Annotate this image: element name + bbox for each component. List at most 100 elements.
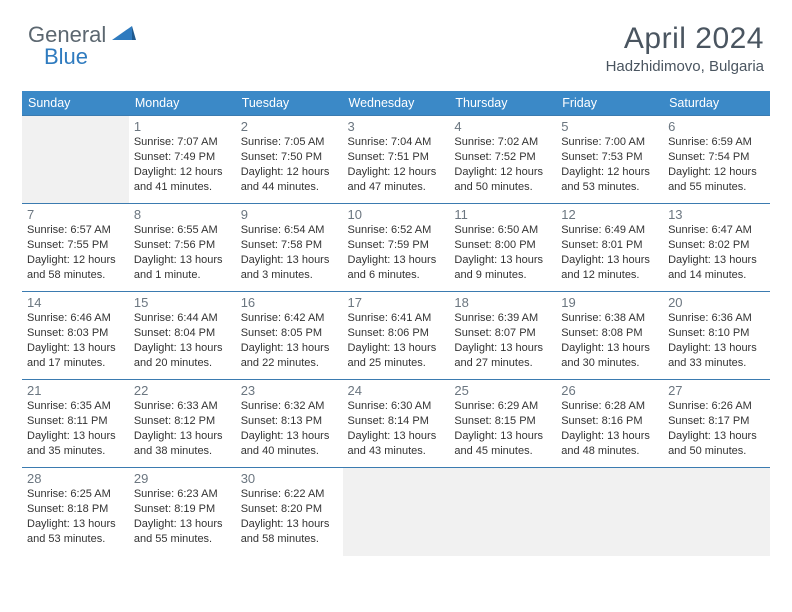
day-number: 23 <box>241 383 338 398</box>
calendar-body: 1Sunrise: 7:07 AMSunset: 7:49 PMDaylight… <box>22 116 770 556</box>
info-line: and 38 minutes. <box>134 444 231 459</box>
calendar-cell: 12Sunrise: 6:49 AMSunset: 8:01 PMDayligh… <box>556 204 663 292</box>
info-line: Daylight: 13 hours <box>241 253 338 268</box>
weekday-header: Thursday <box>449 91 556 116</box>
logo-text-2: Blue <box>44 44 88 70</box>
info-line: and 43 minutes. <box>348 444 445 459</box>
info-line: Sunset: 8:11 PM <box>27 414 124 429</box>
info-line: Sunrise: 6:59 AM <box>668 135 765 150</box>
day-info: Sunrise: 6:25 AMSunset: 8:18 PMDaylight:… <box>27 487 124 546</box>
calendar-cell: 28Sunrise: 6:25 AMSunset: 8:18 PMDayligh… <box>22 468 129 556</box>
day-number: 10 <box>348 207 445 222</box>
info-line: and 20 minutes. <box>134 356 231 371</box>
info-line: Daylight: 13 hours <box>454 253 551 268</box>
info-line: Daylight: 13 hours <box>348 429 445 444</box>
day-info: Sunrise: 6:54 AMSunset: 7:58 PMDaylight:… <box>241 223 338 282</box>
info-line: and 40 minutes. <box>241 444 338 459</box>
info-line: Sunrise: 6:35 AM <box>27 399 124 414</box>
day-info: Sunrise: 6:26 AMSunset: 8:17 PMDaylight:… <box>668 399 765 458</box>
day-number: 24 <box>348 383 445 398</box>
info-line: Daylight: 13 hours <box>454 429 551 444</box>
info-line: and 25 minutes. <box>348 356 445 371</box>
day-info: Sunrise: 6:52 AMSunset: 7:59 PMDaylight:… <box>348 223 445 282</box>
day-info: Sunrise: 6:57 AMSunset: 7:55 PMDaylight:… <box>27 223 124 282</box>
calendar-cell: 6Sunrise: 6:59 AMSunset: 7:54 PMDaylight… <box>663 116 770 204</box>
info-line: Sunrise: 6:29 AM <box>454 399 551 414</box>
info-line: and 41 minutes. <box>134 180 231 195</box>
info-line: Daylight: 12 hours <box>668 165 765 180</box>
calendar-cell: 3Sunrise: 7:04 AMSunset: 7:51 PMDaylight… <box>343 116 450 204</box>
info-line: Daylight: 12 hours <box>241 165 338 180</box>
info-line: and 58 minutes. <box>27 268 124 283</box>
info-line: Daylight: 13 hours <box>27 517 124 532</box>
calendar-cell: 4Sunrise: 7:02 AMSunset: 7:52 PMDaylight… <box>449 116 556 204</box>
day-info: Sunrise: 6:36 AMSunset: 8:10 PMDaylight:… <box>668 311 765 370</box>
info-line: and 33 minutes. <box>668 356 765 371</box>
calendar-cell: 17Sunrise: 6:41 AMSunset: 8:06 PMDayligh… <box>343 292 450 380</box>
day-number: 14 <box>27 295 124 310</box>
day-number: 4 <box>454 119 551 134</box>
weekday-header: Tuesday <box>236 91 343 116</box>
info-line: Sunrise: 6:54 AM <box>241 223 338 238</box>
calendar-cell: 20Sunrise: 6:36 AMSunset: 8:10 PMDayligh… <box>663 292 770 380</box>
location-label: Hadzhidimovo, Bulgaria <box>606 58 764 75</box>
day-info: Sunrise: 6:33 AMSunset: 8:12 PMDaylight:… <box>134 399 231 458</box>
info-line: Sunrise: 6:28 AM <box>561 399 658 414</box>
info-line: Daylight: 13 hours <box>348 253 445 268</box>
info-line: Sunrise: 6:55 AM <box>134 223 231 238</box>
info-line: and 48 minutes. <box>561 444 658 459</box>
calendar-cell: 9Sunrise: 6:54 AMSunset: 7:58 PMDaylight… <box>236 204 343 292</box>
info-line: and 50 minutes. <box>454 180 551 195</box>
day-info: Sunrise: 7:07 AMSunset: 7:49 PMDaylight:… <box>134 135 231 194</box>
calendar-row: 14Sunrise: 6:46 AMSunset: 8:03 PMDayligh… <box>22 292 770 380</box>
info-line: Sunrise: 7:04 AM <box>348 135 445 150</box>
info-line: Sunset: 7:51 PM <box>348 150 445 165</box>
day-number: 7 <box>27 207 124 222</box>
info-line: and 47 minutes. <box>348 180 445 195</box>
day-number: 2 <box>241 119 338 134</box>
calendar-cell <box>22 116 129 204</box>
info-line: Daylight: 12 hours <box>348 165 445 180</box>
calendar-cell <box>449 468 556 556</box>
info-line: Sunset: 8:16 PM <box>561 414 658 429</box>
day-info: Sunrise: 6:32 AMSunset: 8:13 PMDaylight:… <box>241 399 338 458</box>
info-line: Sunrise: 6:30 AM <box>348 399 445 414</box>
weekday-header: Friday <box>556 91 663 116</box>
info-line: Sunrise: 6:41 AM <box>348 311 445 326</box>
day-info: Sunrise: 6:49 AMSunset: 8:01 PMDaylight:… <box>561 223 658 282</box>
info-line: Sunrise: 6:57 AM <box>27 223 124 238</box>
calendar-cell: 15Sunrise: 6:44 AMSunset: 8:04 PMDayligh… <box>129 292 236 380</box>
day-number: 9 <box>241 207 338 222</box>
day-number: 12 <box>561 207 658 222</box>
logo-triangle-icon <box>112 24 136 47</box>
info-line: Daylight: 12 hours <box>134 165 231 180</box>
day-number: 16 <box>241 295 338 310</box>
info-line: Sunset: 7:50 PM <box>241 150 338 165</box>
day-info: Sunrise: 7:00 AMSunset: 7:53 PMDaylight:… <box>561 135 658 194</box>
info-line: and 50 minutes. <box>668 444 765 459</box>
calendar-cell: 19Sunrise: 6:38 AMSunset: 8:08 PMDayligh… <box>556 292 663 380</box>
day-number: 26 <box>561 383 658 398</box>
calendar-cell: 26Sunrise: 6:28 AMSunset: 8:16 PMDayligh… <box>556 380 663 468</box>
day-number: 30 <box>241 471 338 486</box>
info-line: Sunset: 8:12 PM <box>134 414 231 429</box>
calendar-cell: 10Sunrise: 6:52 AMSunset: 7:59 PMDayligh… <box>343 204 450 292</box>
calendar-cell: 13Sunrise: 6:47 AMSunset: 8:02 PMDayligh… <box>663 204 770 292</box>
info-line: and 6 minutes. <box>348 268 445 283</box>
calendar-row: 21Sunrise: 6:35 AMSunset: 8:11 PMDayligh… <box>22 380 770 468</box>
info-line: Sunrise: 6:26 AM <box>668 399 765 414</box>
info-line: Daylight: 13 hours <box>134 341 231 356</box>
day-number: 28 <box>27 471 124 486</box>
info-line: Sunrise: 6:46 AM <box>27 311 124 326</box>
info-line: Daylight: 13 hours <box>27 429 124 444</box>
day-info: Sunrise: 6:35 AMSunset: 8:11 PMDaylight:… <box>27 399 124 458</box>
info-line: Sunrise: 6:25 AM <box>27 487 124 502</box>
weekday-header: Monday <box>129 91 236 116</box>
day-number: 3 <box>348 119 445 134</box>
day-number: 27 <box>668 383 765 398</box>
info-line: Sunset: 8:01 PM <box>561 238 658 253</box>
day-info: Sunrise: 7:04 AMSunset: 7:51 PMDaylight:… <box>348 135 445 194</box>
calendar-cell: 25Sunrise: 6:29 AMSunset: 8:15 PMDayligh… <box>449 380 556 468</box>
info-line: and 58 minutes. <box>241 532 338 547</box>
info-line: Sunrise: 7:07 AM <box>134 135 231 150</box>
